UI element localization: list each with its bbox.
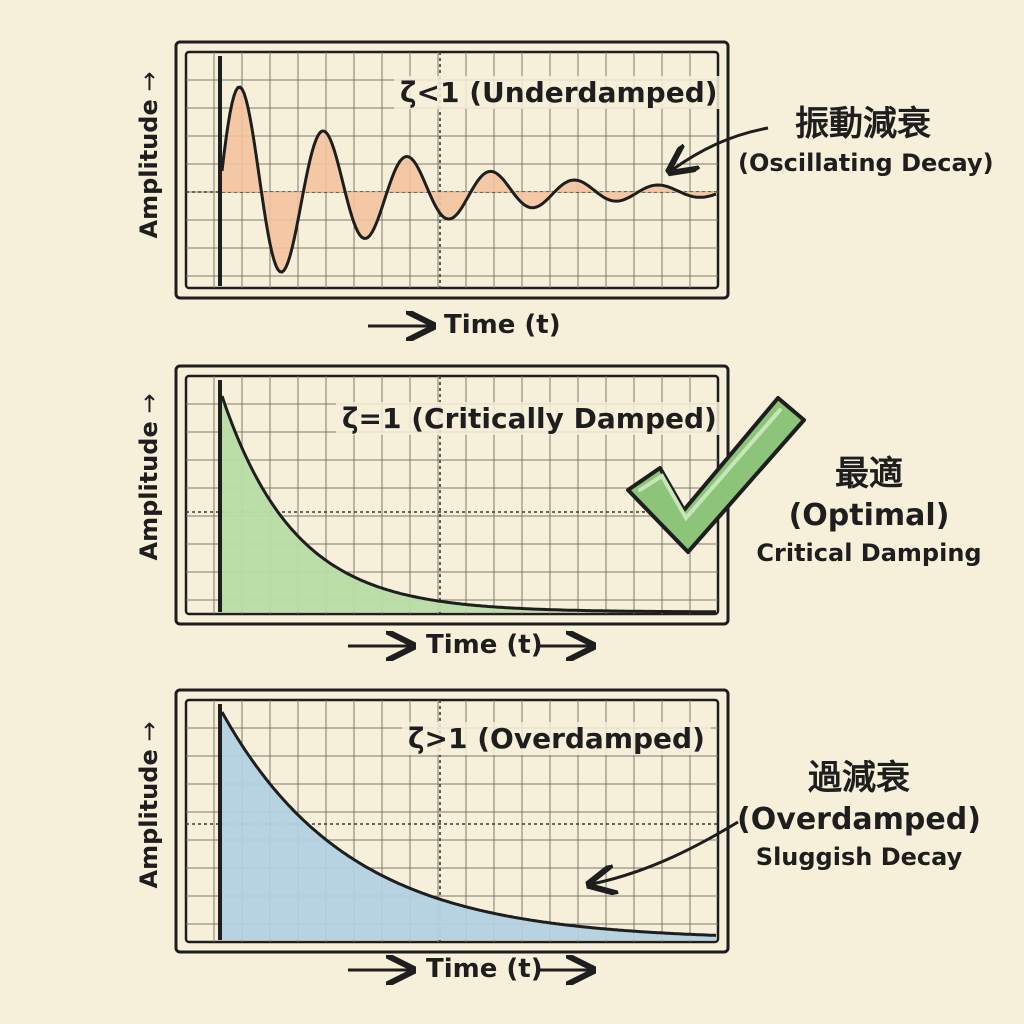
- arrow-icon: →: [135, 721, 163, 750]
- annotation-en: (Optimal): [788, 498, 950, 533]
- underdamped-fill: [222, 87, 716, 272]
- y-axis-label-text: Amplitude: [135, 99, 163, 239]
- critical-fill: [222, 396, 716, 612]
- arrow-icon: →: [135, 393, 163, 422]
- y-axis-label-overdamped: Amplitude →: [134, 720, 164, 890]
- underdamped-curve: [220, 85, 717, 274]
- arrow-icon: [592, 820, 739, 884]
- annotation-underdamped: 振動減衰 (Oscillating Decay): [738, 102, 994, 180]
- panel-title-critical: ζ=1 (Critically Damped): [336, 402, 723, 435]
- annotation-critical: 最適 (Optimal) Critical Damping: [754, 452, 984, 570]
- x-axis-label-underdamped: Time (t): [444, 310, 561, 340]
- annotation-jp: 最適: [835, 454, 903, 494]
- annotation-en: (Oscillating Decay): [738, 149, 994, 177]
- critical-curve: [220, 395, 716, 614]
- panel-title-underdamped: ζ<1 (Underdamped): [394, 76, 724, 109]
- y-axis-label-text: Amplitude: [135, 421, 163, 561]
- annotation-jp: 振動減衰: [795, 104, 931, 144]
- annotation-sub: Sluggish Decay: [755, 843, 963, 871]
- overdamped-curve: [220, 711, 717, 937]
- y-axis-label-text: Amplitude: [135, 749, 163, 889]
- annotation-en: (Overdamped): [737, 802, 981, 837]
- panel-underdamped-frame: [174, 40, 730, 300]
- overdamped-fill: [222, 712, 716, 940]
- y-axis-label-underdamped: Amplitude →: [134, 70, 164, 240]
- panel-title-overdamped: ζ>1 (Overdamped): [402, 722, 711, 755]
- arrow-icon: [672, 126, 769, 170]
- x-axis-label-critical: Time (t): [426, 630, 543, 660]
- annotation-overdamped: 過減衰 (Overdamped) Sluggish Decay: [734, 756, 984, 874]
- checkmark-icon: [626, 396, 806, 554]
- annotation-sub: Critical Damping: [756, 539, 982, 567]
- annotation-jp: 過減衰: [808, 758, 910, 798]
- x-axis-label-overdamped: Time (t): [426, 954, 543, 984]
- arrow-icon: →: [135, 71, 163, 100]
- y-axis-label-critical: Amplitude →: [134, 392, 164, 562]
